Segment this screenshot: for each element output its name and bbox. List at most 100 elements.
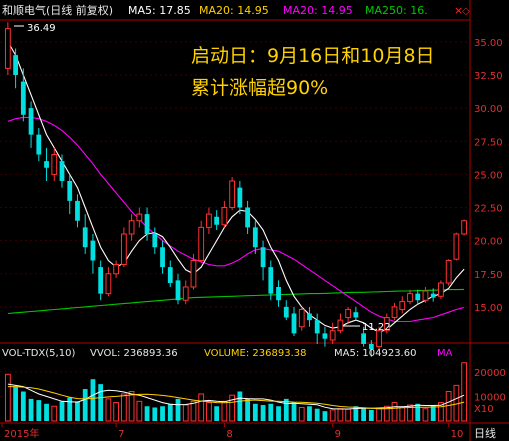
x-axis-label: 10 xyxy=(451,429,464,440)
candle-body xyxy=(160,247,165,268)
volume-bar xyxy=(399,406,406,422)
annotation-line-1: 启动日：9月16日和10月8日 xyxy=(191,45,435,67)
price-tick-label: 32.50 xyxy=(474,71,503,82)
volume-bar xyxy=(353,406,359,421)
header-close-icon[interactable]: × xyxy=(454,4,463,17)
candle-body xyxy=(291,313,297,334)
candle-body xyxy=(314,320,320,334)
candle-body xyxy=(120,233,127,265)
volume-bar xyxy=(128,391,135,422)
candle-body xyxy=(136,213,143,222)
volume-bar xyxy=(422,408,429,422)
volume-bar xyxy=(90,379,96,421)
price-tick-label: 35.00 xyxy=(474,38,503,49)
candle-body xyxy=(453,233,460,260)
candle-body xyxy=(329,330,336,341)
candle-body xyxy=(407,293,413,303)
candle-body xyxy=(245,207,250,228)
period-label[interactable]: 日线 xyxy=(474,426,496,440)
volume-bar xyxy=(298,406,305,422)
vol-indicator-name: VOL-TDX(5,10) xyxy=(2,348,75,359)
volume-bar xyxy=(438,402,444,422)
candle-body xyxy=(237,187,243,208)
volume-bar xyxy=(44,403,49,421)
volume-bar xyxy=(13,386,18,421)
candle-body xyxy=(51,154,58,175)
candle-body xyxy=(276,287,281,301)
volume-bar xyxy=(144,406,150,421)
vol-ma-more: MA xyxy=(437,348,453,359)
volume-bar xyxy=(206,402,212,422)
high-price-label: 36.49 xyxy=(27,23,56,34)
candle-body xyxy=(461,220,468,235)
volume-unit: X10 xyxy=(474,404,494,415)
candle-body xyxy=(198,226,205,261)
low-price-label: 11.22 xyxy=(362,322,391,333)
volume-bar xyxy=(182,404,189,422)
volume-bar xyxy=(214,406,220,421)
candlesticks xyxy=(4,22,468,357)
candle-body xyxy=(190,260,197,288)
volume-bar xyxy=(268,403,274,421)
annotation-line-2: 累计涨幅超90% xyxy=(191,77,329,99)
candle-body xyxy=(36,134,42,155)
volume-bar xyxy=(136,400,143,422)
volume-bar xyxy=(245,398,250,421)
header-ma5: MA5: 17.85 xyxy=(128,4,191,17)
vol-volume-value: VOLUME: 236893.38 xyxy=(204,348,307,359)
volume-bar xyxy=(167,403,173,421)
header-diamond-icon[interactable]: ◇ xyxy=(462,6,470,17)
candle-body xyxy=(152,234,158,248)
price-extreme-labels: 36.49 11.22 xyxy=(14,23,391,333)
vol-vvol-value: VVOL: 236893.36 xyxy=(90,348,178,359)
candle-body xyxy=(105,273,112,295)
candle-body xyxy=(67,181,73,201)
volume-bar xyxy=(283,398,289,421)
volume-bar xyxy=(383,405,390,422)
volume-bar xyxy=(190,400,197,422)
x-axis-label: 9 xyxy=(335,429,341,440)
header-ma20-a: MA20: 14.95 xyxy=(199,4,269,17)
header-ma250: MA250: 16. xyxy=(365,4,428,17)
volume-bar xyxy=(120,393,127,422)
candle-body xyxy=(260,247,266,268)
volume-bar xyxy=(376,408,382,422)
volume-bar xyxy=(461,362,468,422)
candle-body xyxy=(268,267,274,294)
x-axis-labels: 2015年 7 8 9 10 xyxy=(1,423,464,440)
candle-body xyxy=(438,282,444,297)
candle-body xyxy=(90,240,96,261)
candle-body xyxy=(445,260,452,284)
stock-title: 和顺电气(日线 前复权) xyxy=(2,3,113,17)
volume-bar xyxy=(113,402,120,422)
candle-body xyxy=(175,280,181,301)
candle-body xyxy=(144,214,150,234)
volume-bar xyxy=(322,411,328,421)
volume-bar xyxy=(252,403,258,421)
volume-bar xyxy=(407,404,413,422)
candle-body xyxy=(20,81,26,115)
candle-body xyxy=(345,309,352,318)
candle-body xyxy=(44,161,49,168)
candle-body xyxy=(221,207,228,226)
candle-body xyxy=(167,267,173,284)
volume-bar xyxy=(67,397,73,421)
volume-bar xyxy=(20,391,26,421)
volume-bar xyxy=(221,400,228,422)
candle-body xyxy=(361,333,366,344)
volume-bar xyxy=(229,394,236,422)
candle-body xyxy=(98,267,104,294)
candle-body xyxy=(422,290,429,301)
candle-body xyxy=(82,227,88,248)
volume-bar xyxy=(36,400,42,421)
volume-bar xyxy=(98,384,104,421)
volume-bar xyxy=(337,408,344,422)
price-tick-label: 22.50 xyxy=(474,204,503,215)
candle-body xyxy=(368,343,374,350)
candle-body xyxy=(229,180,236,208)
volume-bar xyxy=(415,403,421,421)
candle-body xyxy=(113,263,120,275)
volume-bars xyxy=(4,362,468,422)
volume-bar xyxy=(430,405,436,421)
